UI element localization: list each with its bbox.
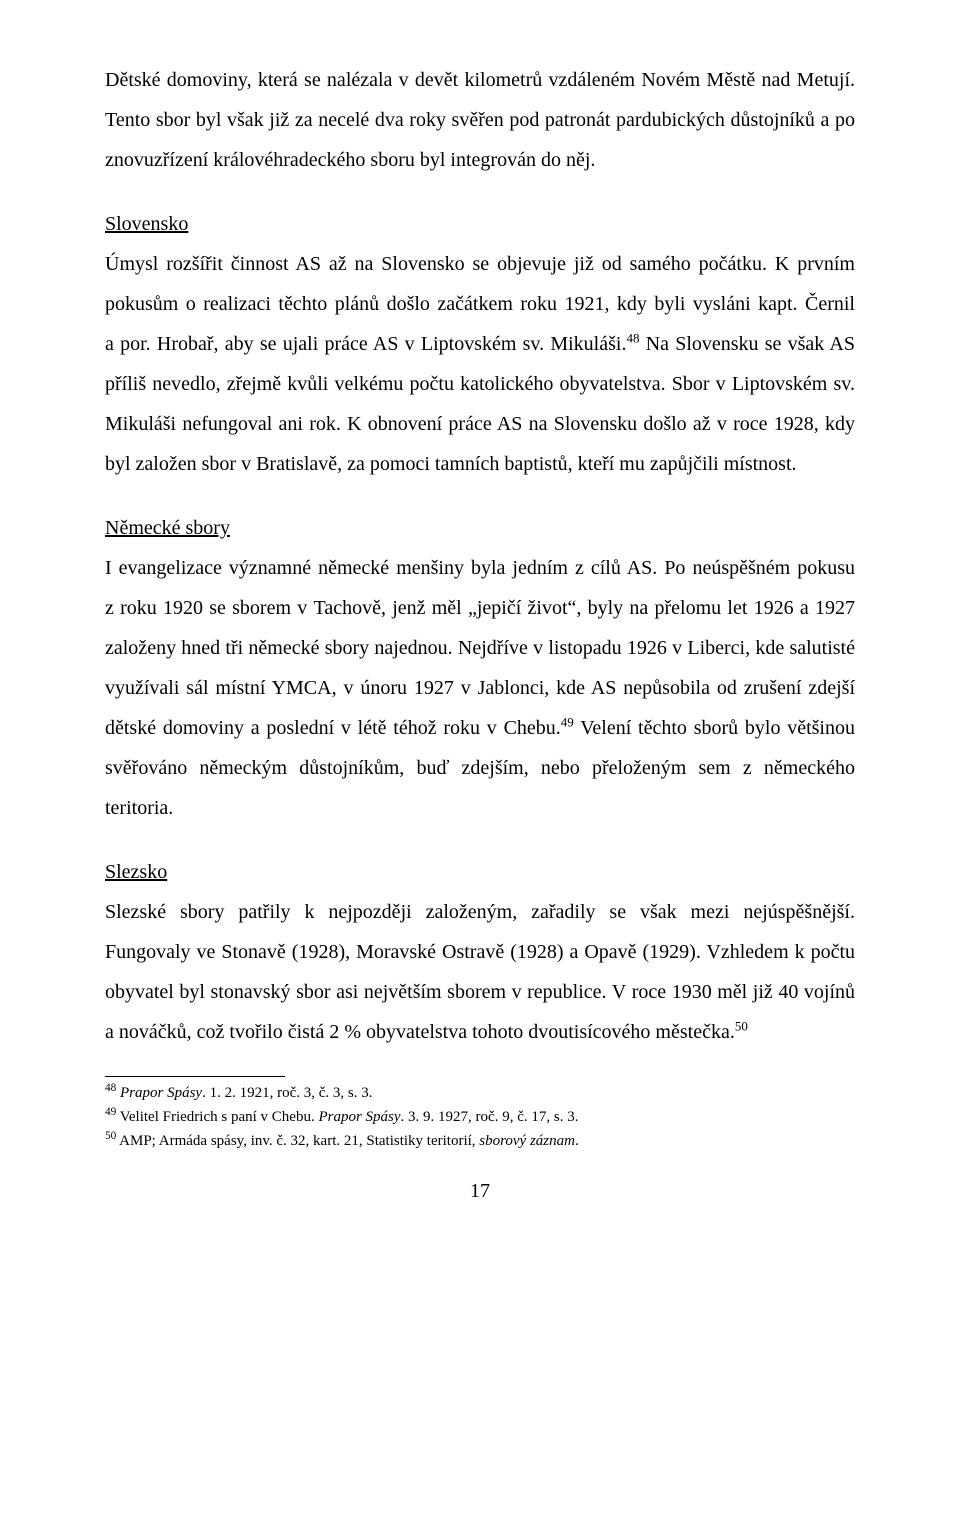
page-number: 17 [105,1180,855,1203]
footnote-number: 50 [105,1130,116,1142]
footnote-text: Velitel Friedrich s paní v Chebu. [116,1109,318,1125]
footnote-50: 50 AMP; Armáda spásy, inv. č. 32, kart. … [105,1131,855,1153]
footnote-number: 49 [105,1106,116,1118]
footnotes-block: 48 Prapor Spásy. 1. 2. 1921, roč. 3, č. … [105,1083,855,1152]
section-heading-slovensko: Slovensko [105,204,855,244]
footnote-number: 48 [105,1082,116,1094]
footnote-italic: sborový záznam [479,1133,575,1149]
footnote-text: AMP; Armáda spásy, inv. č. 32, kart. 21,… [116,1133,479,1149]
footnote-ref-50: 50 [735,1018,748,1033]
footnote-49: 49 Velitel Friedrich s paní v Chebu. Pra… [105,1107,855,1129]
section-body-slovensko: Úmysl rozšířit činnost AS až na Slovensk… [105,244,855,484]
footnote-ref-49: 49 [561,714,574,729]
footnote-italic: Prapor Spásy [120,1085,202,1101]
section-body-nemecke: I evangelizace významné německé menšiny … [105,548,855,828]
footnote-text: . 1. 2. 1921, roč. 3, č. 3, s. 3. [202,1085,372,1101]
intro-paragraph: Dětské domoviny, která se nalézala v dev… [105,60,855,180]
footnote-text: . [575,1133,579,1149]
footnote-separator [105,1076,285,1077]
section-body-slezsko: Slezské sbory patřily k nejpozději založ… [105,892,855,1052]
footnote-text: . 3. 9. 1927, roč. 9, č. 17, s. 3. [401,1109,579,1125]
footnote-italic: Prapor Spásy [318,1109,400,1125]
section-heading-slezsko: Slezsko [105,852,855,892]
section-heading-nemecke: Německé sbory [105,508,855,548]
footnote-48: 48 Prapor Spásy. 1. 2. 1921, roč. 3, č. … [105,1083,855,1105]
body-text: I evangelizace významné německé menšiny … [105,557,855,739]
footnote-ref-48: 48 [626,330,639,345]
document-page: Dětské domoviny, která se nalézala v dev… [0,0,960,1253]
